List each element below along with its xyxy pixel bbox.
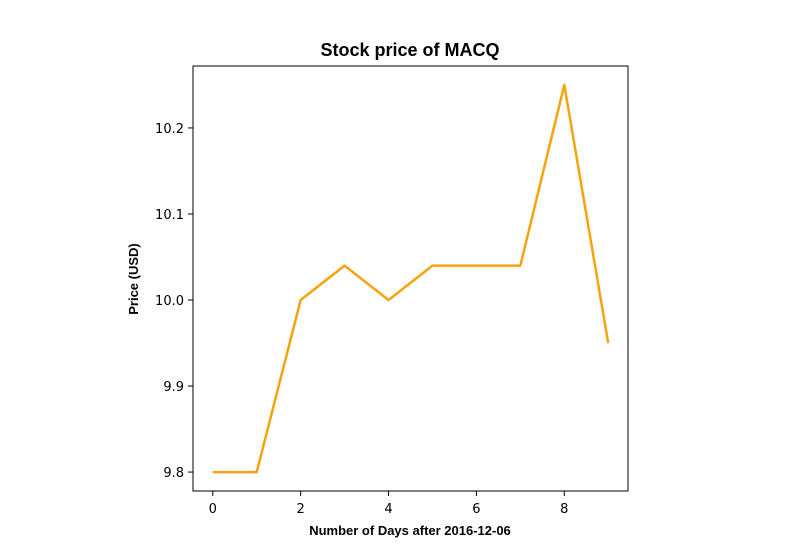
- x-tick-label: 4: [384, 502, 392, 517]
- plot-area-frame: [192, 65, 629, 492]
- x-tick-label: 8: [560, 502, 568, 517]
- y-tick-label: 10.0: [155, 294, 184, 309]
- x-axis-ticks: 0 2 4 6 8: [209, 491, 568, 517]
- y-tick-label: 9.9: [163, 380, 184, 395]
- price-series-line: [212, 83, 610, 474]
- x-tick-label: 0: [209, 502, 217, 517]
- y-tick-label: 10.1: [155, 208, 184, 223]
- y-tick-label: 9.8: [163, 466, 184, 481]
- y-axis-ticks: 9.8 9.9 10.0 10.1 10.2: [155, 122, 193, 481]
- y-axis-label: Price (USD): [126, 243, 141, 315]
- x-tick-label: 6: [472, 502, 480, 517]
- x-tick-label: 2: [297, 502, 305, 517]
- x-axis-label: Number of Days after 2016-12-06: [309, 523, 511, 538]
- series-layer: [212, 83, 610, 474]
- chart-title: Stock price of MACQ: [320, 40, 499, 60]
- y-tick-label: 10.2: [155, 122, 184, 137]
